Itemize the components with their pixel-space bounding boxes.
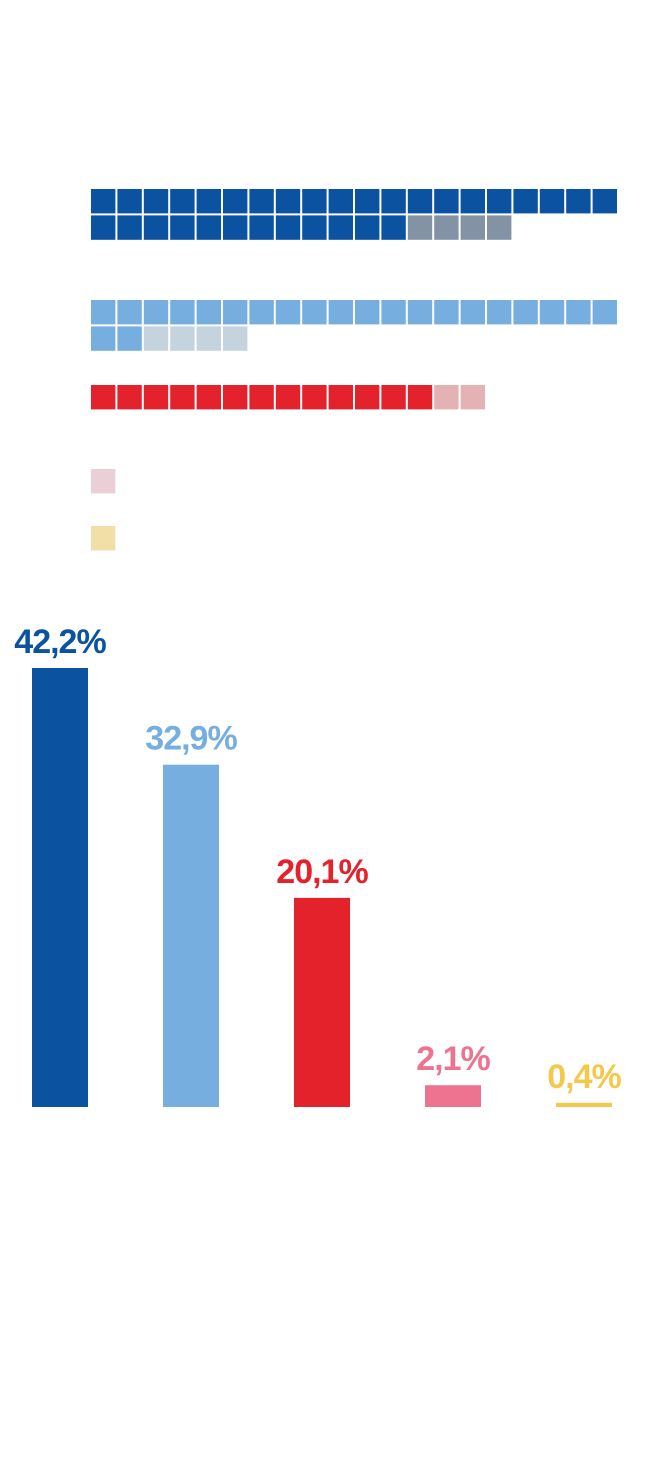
seat-square <box>381 300 406 325</box>
seat-square <box>143 215 169 240</box>
seat-square <box>381 215 406 240</box>
seat-square <box>196 189 221 214</box>
seat-square <box>592 189 617 214</box>
seat-square <box>275 385 301 410</box>
seat-square <box>223 189 248 214</box>
seat-square <box>460 385 485 410</box>
seat-square <box>196 385 221 410</box>
seat-square <box>249 300 274 325</box>
seat-square <box>143 189 169 214</box>
seat-square <box>196 326 221 351</box>
seat-square <box>302 385 327 410</box>
seat-square <box>355 215 380 240</box>
seat-square <box>302 189 327 214</box>
seat-square <box>91 300 116 325</box>
bar-value-label-3: 20,1% <box>276 853 368 891</box>
seat-square <box>328 189 353 214</box>
seat-square <box>91 189 116 214</box>
seat-square <box>223 300 248 325</box>
seat-square <box>143 300 169 325</box>
bar-4 <box>425 1085 481 1107</box>
seat-square <box>539 189 565 214</box>
seat-square <box>328 215 353 240</box>
seat-square <box>196 300 221 325</box>
seat-square <box>91 326 116 351</box>
bar-1 <box>32 668 88 1107</box>
seat-square <box>407 215 433 240</box>
seat-square <box>487 215 512 240</box>
seat-square <box>91 469 116 494</box>
seat-square <box>460 215 485 240</box>
bar-value-label-5: 0,4% <box>547 1058 621 1096</box>
seat-square <box>223 385 248 410</box>
seat-group-2 <box>91 300 617 351</box>
seat-square <box>539 300 565 325</box>
seat-square <box>249 215 274 240</box>
seat-square <box>566 189 591 214</box>
seat-square <box>407 385 433 410</box>
bar-value-label-4: 2,1% <box>416 1040 490 1078</box>
bar-3 <box>294 897 350 1107</box>
seat-square <box>143 326 169 351</box>
seat-group-3 <box>91 385 485 410</box>
bar-value-label-2: 32,9% <box>145 720 237 758</box>
seat-square <box>275 189 301 214</box>
seat-square <box>91 526 116 551</box>
seat-square <box>487 300 512 325</box>
seat-square <box>566 300 591 325</box>
seat-square <box>592 300 617 325</box>
seat-square <box>434 385 459 410</box>
seat-square <box>460 300 485 325</box>
seat-square <box>170 385 195 410</box>
seat-square <box>170 326 195 351</box>
seat-square <box>223 326 248 351</box>
bar-value-label-1: 42,2% <box>14 623 106 661</box>
seat-square <box>434 300 459 325</box>
seat-square <box>302 215 327 240</box>
seat-square <box>355 385 380 410</box>
seat-square <box>117 189 142 214</box>
seat-square <box>434 215 459 240</box>
seat-square <box>249 385 274 410</box>
seat-square <box>302 300 327 325</box>
bar-5 <box>556 1102 612 1107</box>
seat-square <box>460 189 485 214</box>
seat-square <box>117 385 142 410</box>
seat-square <box>355 189 380 214</box>
vote-share-bar-chart: 42,2% 32,9% 20,1% 2,1% 0,4% <box>14 623 623 1107</box>
seat-square <box>249 189 274 214</box>
seat-square <box>91 215 116 240</box>
seat-square <box>381 189 406 214</box>
seat-square <box>381 385 406 410</box>
seat-square <box>434 189 459 214</box>
seat-square <box>170 215 195 240</box>
seat-square <box>91 385 116 410</box>
seat-square <box>513 189 538 214</box>
bar-2 <box>163 764 219 1107</box>
seat-square <box>328 300 353 325</box>
seat-square <box>513 300 538 325</box>
seat-square <box>275 300 301 325</box>
seat-grid-chart <box>91 189 617 551</box>
seat-group-5 <box>91 526 116 551</box>
seat-group-1 <box>91 189 617 240</box>
seat-square <box>196 215 221 240</box>
seat-square <box>117 215 142 240</box>
seat-group-4 <box>91 469 116 494</box>
seat-square <box>170 189 195 214</box>
seat-square <box>355 300 380 325</box>
seat-square <box>143 385 169 410</box>
seat-square <box>407 300 433 325</box>
seat-square <box>117 326 142 351</box>
seat-square <box>275 215 301 240</box>
seat-square <box>223 215 248 240</box>
seat-square <box>170 300 195 325</box>
seat-square <box>328 385 353 410</box>
seat-square <box>117 300 142 325</box>
seat-square <box>407 189 433 214</box>
seat-square <box>487 189 512 214</box>
